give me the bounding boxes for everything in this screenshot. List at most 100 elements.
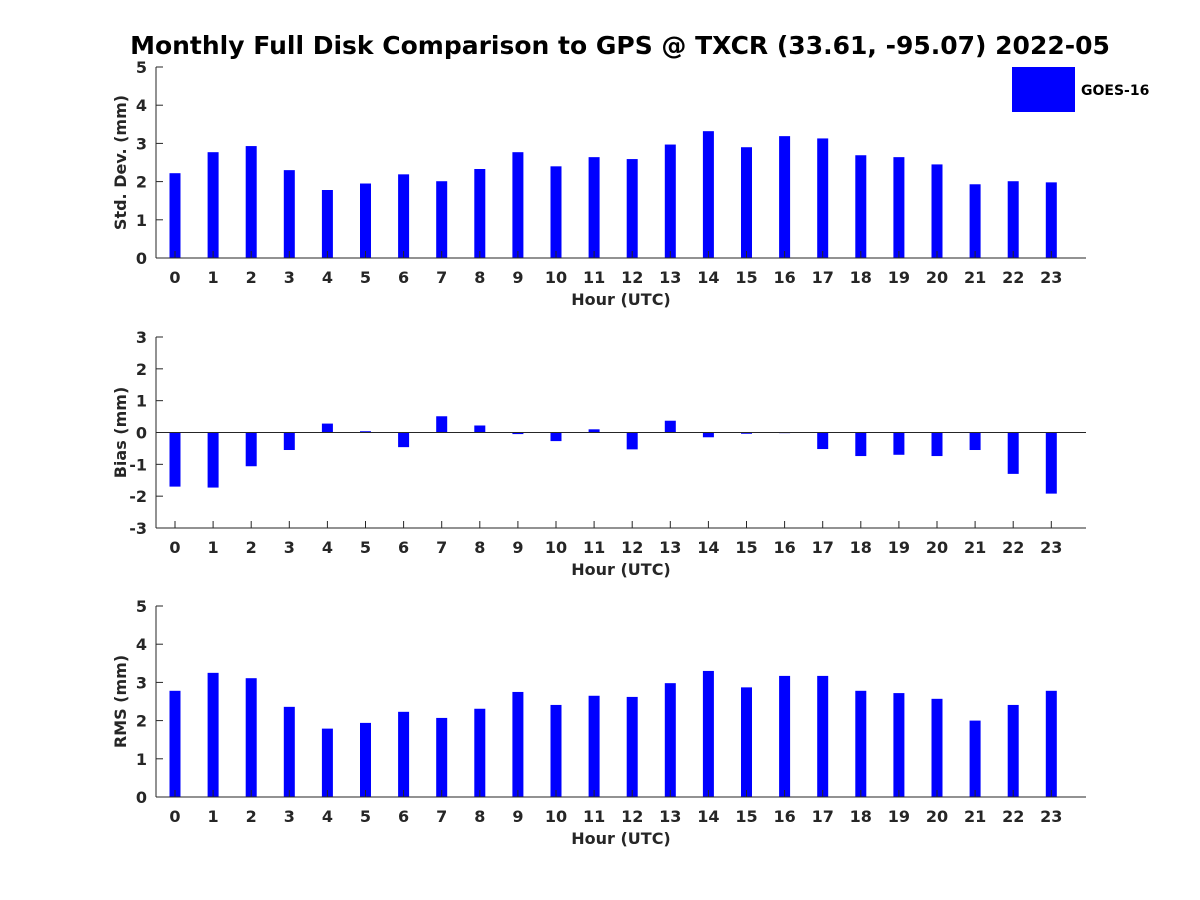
bar bbox=[474, 708, 486, 797]
bar bbox=[245, 146, 257, 258]
x-tick-label: 1 bbox=[208, 807, 219, 826]
x-tick-label: 16 bbox=[773, 807, 795, 826]
bar bbox=[1045, 690, 1057, 797]
bar bbox=[817, 675, 829, 797]
x-tick-label: 15 bbox=[735, 807, 757, 826]
x-tick-label: 22 bbox=[1002, 807, 1024, 826]
bar bbox=[1007, 181, 1019, 258]
x-tick-label: 14 bbox=[697, 807, 719, 826]
bar bbox=[741, 687, 752, 797]
y-tick-label: 5 bbox=[136, 597, 147, 616]
bar bbox=[664, 420, 676, 433]
y-tick-label: 5 bbox=[136, 58, 147, 77]
x-tick-label: 9 bbox=[512, 538, 523, 557]
bar bbox=[360, 431, 371, 433]
bar bbox=[702, 432, 714, 438]
bar bbox=[474, 168, 486, 258]
x-tick-label: 0 bbox=[169, 538, 180, 557]
x-tick-label: 11 bbox=[583, 807, 605, 826]
chart-title: Monthly Full Disk Comparison to GPS @ TX… bbox=[130, 31, 1110, 60]
bar bbox=[207, 672, 219, 797]
x-tick-label: 17 bbox=[812, 538, 834, 557]
x-tick-label: 14 bbox=[697, 538, 719, 557]
bar bbox=[626, 696, 638, 797]
bar bbox=[741, 432, 752, 434]
x-tick-label: 0 bbox=[169, 807, 180, 826]
x-tick-label: 5 bbox=[360, 268, 371, 287]
x-tick-label: 20 bbox=[926, 538, 948, 557]
x-tick-label: 19 bbox=[888, 538, 910, 557]
x-tick-label: 0 bbox=[169, 268, 180, 287]
bar bbox=[702, 670, 714, 797]
bar bbox=[626, 432, 638, 450]
bar bbox=[969, 432, 981, 451]
bar bbox=[1045, 182, 1057, 258]
x-tick-label: 19 bbox=[888, 807, 910, 826]
y-tick-label: 4 bbox=[136, 635, 147, 654]
y-tick-label: 2 bbox=[136, 712, 147, 731]
y-tick-label: 2 bbox=[136, 173, 147, 192]
bar bbox=[931, 432, 943, 457]
bar bbox=[741, 147, 752, 258]
bar bbox=[283, 432, 295, 451]
bar bbox=[931, 164, 943, 258]
x-tick-label: 3 bbox=[284, 538, 295, 557]
y-tick-label: 0 bbox=[136, 788, 147, 807]
x-tick-label: 16 bbox=[773, 268, 795, 287]
bar bbox=[588, 157, 600, 258]
x-tick-label: 10 bbox=[545, 807, 567, 826]
bar bbox=[398, 174, 410, 258]
x-tick-label: 21 bbox=[964, 268, 986, 287]
x-tick-label: 2 bbox=[246, 807, 257, 826]
x-tick-label: 8 bbox=[474, 268, 485, 287]
bar bbox=[1007, 704, 1019, 797]
bar bbox=[779, 136, 791, 258]
bar bbox=[321, 190, 333, 258]
x-tick-label: 19 bbox=[888, 268, 910, 287]
bar bbox=[512, 691, 524, 797]
y-tick-label: 1 bbox=[136, 211, 147, 230]
x-tick-label: 7 bbox=[436, 807, 447, 826]
bar bbox=[436, 717, 448, 797]
bar bbox=[779, 675, 791, 797]
bar bbox=[512, 152, 524, 258]
x-tick-label: 1 bbox=[208, 538, 219, 557]
x-axis-label: Hour (UTC) bbox=[571, 560, 671, 579]
bar bbox=[245, 678, 257, 797]
bar bbox=[207, 152, 219, 258]
y-axis-label: Bias (mm) bbox=[111, 387, 130, 479]
bar bbox=[512, 432, 524, 435]
bar bbox=[360, 722, 371, 797]
x-tick-label: 11 bbox=[583, 538, 605, 557]
bar bbox=[207, 432, 219, 488]
y-tick-label: 3 bbox=[136, 134, 147, 153]
x-tick-label: 3 bbox=[284, 268, 295, 287]
y-axis-label: Std. Dev. (mm) bbox=[111, 95, 130, 230]
bar bbox=[169, 173, 181, 258]
x-tick-label: 10 bbox=[545, 268, 567, 287]
x-tick-label: 9 bbox=[512, 268, 523, 287]
x-tick-label: 13 bbox=[659, 268, 681, 287]
x-tick-label: 23 bbox=[1040, 807, 1062, 826]
bar bbox=[321, 728, 333, 797]
x-tick-label: 12 bbox=[621, 538, 643, 557]
x-tick-label: 2 bbox=[246, 538, 257, 557]
x-tick-label: 8 bbox=[474, 807, 485, 826]
bar bbox=[817, 138, 829, 258]
bar bbox=[626, 159, 638, 258]
y-tick-label: 0 bbox=[136, 249, 147, 268]
bar bbox=[1007, 432, 1019, 474]
y-tick-label: 3 bbox=[136, 673, 147, 692]
bar bbox=[931, 698, 943, 797]
bar bbox=[169, 432, 181, 487]
x-tick-label: 21 bbox=[964, 538, 986, 557]
x-tick-label: 20 bbox=[926, 268, 948, 287]
bar bbox=[398, 432, 410, 448]
bar bbox=[169, 690, 181, 797]
x-tick-label: 11 bbox=[583, 268, 605, 287]
x-tick-label: 5 bbox=[360, 538, 371, 557]
x-tick-label: 14 bbox=[697, 268, 719, 287]
